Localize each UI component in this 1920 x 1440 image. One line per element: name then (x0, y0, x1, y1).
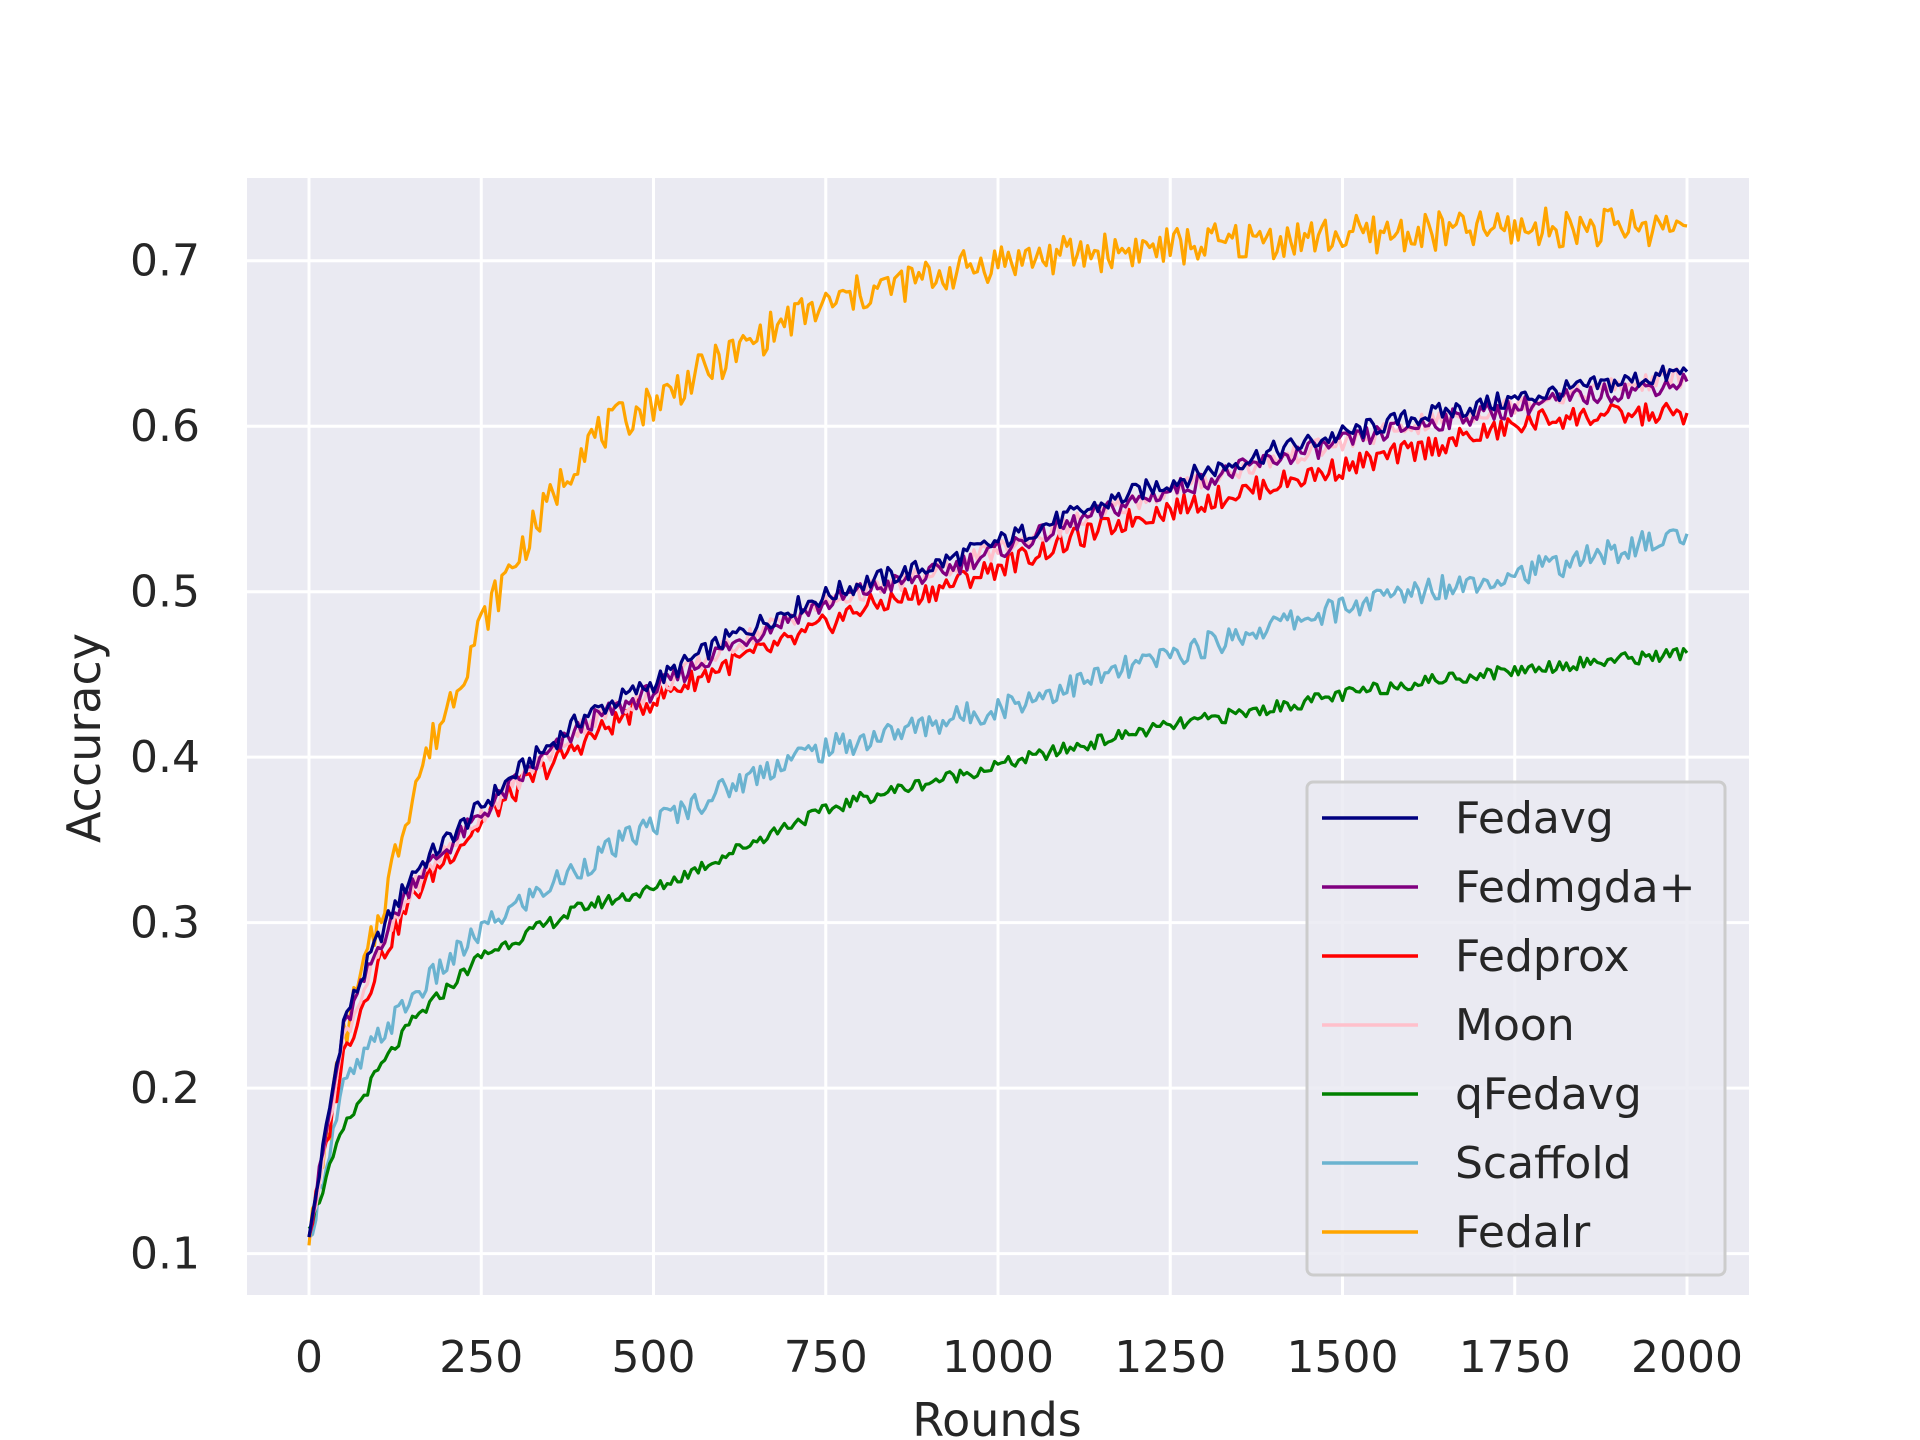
x-tick-label: 1500 (1287, 1332, 1399, 1383)
series-line-qfedavg (307, 647, 1689, 1230)
legend-label: Fedmgda+ (1455, 862, 1695, 913)
legend-label: Moon (1455, 1000, 1575, 1051)
series-line-scaffold (308, 528, 1689, 1239)
x-tick-label: 250 (439, 1332, 523, 1383)
series-line-fedalr (307, 206, 1688, 1246)
legend-label: Scaffold (1455, 1138, 1631, 1189)
legend-label: Fedavg (1455, 793, 1614, 844)
x-tick-label: 0 (295, 1332, 323, 1383)
y-tick-label: 0.3 (130, 898, 200, 949)
x-axis-ticks: 0 250 500 750 1000 1250 1500 1750 2000 (295, 1332, 1743, 1383)
x-tick-label: 1750 (1459, 1332, 1571, 1383)
legend: Fedavg Fedmgda+ Fedprox Moon qFedavg Scaffold… (1305, 780, 1727, 1277)
legend-label: Fedalr (1455, 1207, 1591, 1258)
x-tick-label: 500 (612, 1332, 696, 1383)
y-tick-label: 0.1 (130, 1229, 200, 1280)
x-tick-label: 2000 (1631, 1332, 1743, 1383)
legend-label: qFedavg (1455, 1069, 1642, 1120)
y-tick-label: 0.2 (130, 1063, 200, 1114)
y-axis-ticks: 0.1 0.2 0.3 0.4 0.5 0.6 0.7 (130, 236, 200, 1280)
y-tick-label: 0.4 (130, 732, 200, 783)
series-lines (307, 206, 1689, 1246)
y-tick-label: 0.7 (130, 236, 200, 287)
x-axis-label: Rounds (912, 1393, 1082, 1440)
y-tick-label: 0.5 (130, 567, 200, 618)
legend-box (1305, 780, 1727, 1277)
x-tick-label: 1250 (1114, 1332, 1226, 1383)
series-line-fedavg (307, 364, 1689, 1238)
legend-label: Fedprox (1455, 931, 1630, 982)
y-axis-label: Accuracy (57, 633, 111, 843)
x-tick-label: 1000 (942, 1332, 1054, 1383)
y-tick-label: 0.6 (130, 401, 200, 452)
x-tick-label: 750 (784, 1332, 868, 1383)
